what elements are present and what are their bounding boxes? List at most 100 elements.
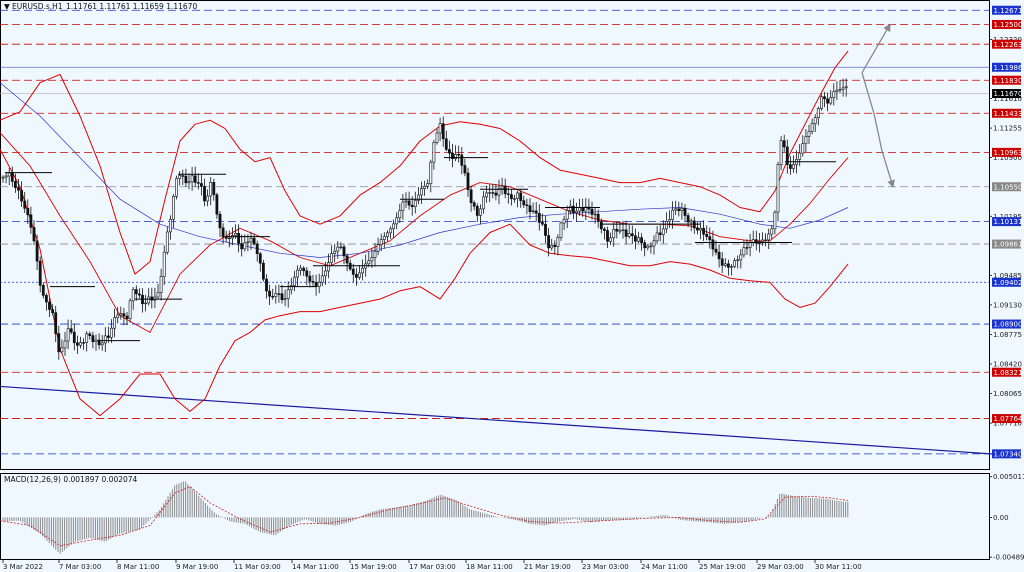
candle-body-bull [556,237,560,248]
candle-body-bear [134,289,138,295]
candle-body-bull [63,340,67,349]
level-label-9: 1.10131 [994,218,1023,226]
candle-body-bull [482,196,485,210]
candle-body-bull [389,228,392,234]
candle-body-bull [835,89,839,92]
projection-arrow-1[interactable] [861,72,875,114]
macd-label: MACD(12,26,9) 0.001897 0.002074 [4,475,138,484]
candle [268,284,272,305]
candle [649,242,653,254]
candle [788,156,792,175]
projection-arrow-0[interactable] [861,23,891,74]
candle-body-bear [581,207,585,212]
candle [475,203,479,222]
projection-arrow-2[interactable] [873,113,883,152]
candle [832,83,836,106]
candle [314,274,318,296]
candle-body-bull [153,296,157,301]
candle [565,205,569,229]
candle [435,128,439,145]
candle [689,218,693,232]
candle-body-bull [739,254,743,261]
candle-body-bear [72,331,76,344]
candle-body-bear [630,233,634,236]
candle [655,226,659,245]
candle [330,245,334,266]
candle [779,136,783,171]
candle [23,191,27,213]
candle-body-bull [379,239,383,246]
candle-body-bull [385,232,389,237]
candle-body-bear [615,228,619,232]
candle [131,287,135,310]
candle [726,259,730,276]
candle-body-bear [677,208,681,212]
candle-body-bear [407,200,411,206]
candle-body-bull [376,244,380,252]
candle [674,200,678,215]
candle [637,231,640,244]
candle [413,191,417,214]
candle [41,282,45,299]
candle-body-bull [178,175,182,179]
candle [159,268,163,301]
candle-body-bull [370,257,374,262]
candle-body-bull [559,222,563,238]
chart-header-arrow[interactable]: ▼ [4,2,10,11]
candle [255,240,259,262]
candle-body-bull [172,196,175,220]
candle-body-bull [655,232,659,242]
candle [528,198,532,220]
candle [509,189,513,206]
candle [258,251,262,272]
x-tick-label-8: 18 Mar 11:00 [466,563,513,571]
candle [488,184,492,203]
candle-body-bear [702,228,706,235]
candle-body-bear [252,237,256,245]
candle-body-bear [20,189,24,202]
candle-body-bull [144,302,148,305]
candle-body-bull [438,123,442,134]
candle-body-bull [761,239,764,242]
candle [767,228,771,249]
candle-body-bull [612,228,616,239]
candle-body-bull [367,260,371,265]
candle [559,221,563,241]
candle [534,202,538,222]
candle-body-bear [444,138,448,150]
projection-arrow-3[interactable] [881,150,895,188]
candle-body-bull [243,242,247,250]
candle [537,204,541,231]
y-tick-label-1: 1.11610 [993,95,1022,103]
candle-body-bull [327,262,330,272]
y-tick-label-2: 1.11255 [993,125,1022,133]
candle-body-bull [733,260,737,267]
candle [38,256,42,293]
candle-body-bull [246,241,250,244]
descending-trend-line[interactable] [0,385,1016,457]
candle-body-bear [640,237,644,243]
candle-body-bull [779,140,783,165]
candle [162,245,166,285]
candle [525,198,529,215]
candle [218,211,222,237]
candle [110,319,113,343]
level-label-box-1 [992,19,1021,29]
candle [265,274,268,299]
candle-body-bear [475,205,479,216]
candle [373,243,377,267]
candle [382,232,386,249]
candle-body-bear [35,240,39,262]
candle-body-bear [720,258,724,266]
candle-body-bear [240,243,244,250]
candle-body-bear [57,333,61,353]
level-label-box-2 [992,39,1021,49]
candle-body-bull [361,267,365,274]
candle-body-bull [190,175,194,183]
candle [587,198,591,215]
candle-body-bull [674,208,678,211]
macd-indicator [0,481,849,554]
candle-body-bull [429,161,433,184]
candle [494,183,498,201]
